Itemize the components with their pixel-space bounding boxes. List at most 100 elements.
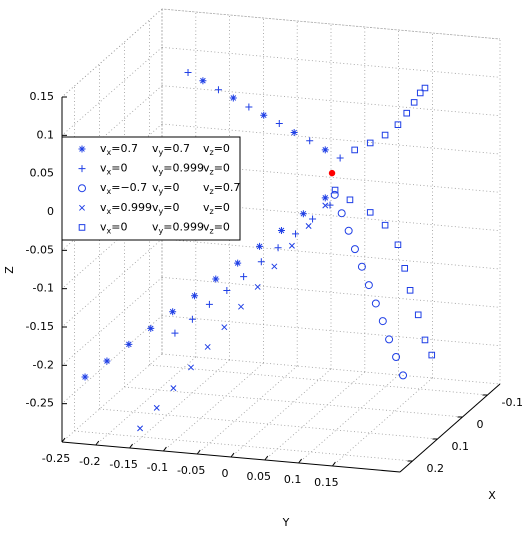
point [366,139,374,147]
legend-subscript: z [210,148,214,157]
point [351,146,358,154]
legend-text-part: v [152,220,159,233]
legend-box [61,136,241,241]
legend-text-part: =0 [214,201,230,214]
x-axis [399,383,501,473]
point [290,129,298,137]
x-tick-label: -0.1 [502,396,523,409]
point [191,292,199,300]
point [309,215,317,223]
z-tick-label: -0.05 [26,243,54,256]
z-tick-label: -0.1 [33,282,54,295]
point [169,308,177,316]
point [254,283,261,290]
legend-label: vy=0.999 [152,220,204,235]
grid-line [264,371,366,461]
point [171,329,179,337]
legend-text-part: v [100,181,107,194]
y-tick [129,443,134,449]
grid-line [161,46,501,78]
y-tick [264,455,269,461]
grid-line [332,377,433,467]
point [414,311,422,319]
y-tick-label: 0.15 [314,476,339,489]
legend-label: vx=0.7 [100,142,138,157]
legend-text-part: =0 [111,162,127,175]
point [103,357,111,365]
legend-label: vy=0.7 [152,142,190,157]
y-tick-label: -0.1 [147,461,168,474]
z-tick-label: 0.15 [30,90,55,103]
grid-line [161,123,501,155]
grid-line [61,47,163,136]
point [260,111,268,119]
point [292,230,300,238]
grid-line [298,374,399,464]
legend-text-part: =0 [111,220,127,233]
legend-subscript: y [159,167,164,176]
grid-line [161,315,501,347]
z-tick-label: -0.25 [26,397,54,410]
point [275,120,283,128]
legend-subscript: x [107,226,112,235]
legend-marker [78,224,86,231]
x-tick-label: 0.2 [427,462,445,475]
point [256,242,264,250]
point [337,209,346,218]
legend-subscript: z [210,167,214,176]
y-axis-label: Y [282,516,290,529]
point [245,103,253,111]
legend-text-part: v [100,201,107,214]
point [321,194,329,202]
point [381,221,389,229]
x-tick-label: 0 [477,418,484,431]
point [188,315,196,323]
legend-label: vz=0.7 [203,181,240,196]
point [421,84,429,92]
legend-text-part: =0 [214,142,230,155]
legend-text-part: v [203,142,210,155]
y-tick-label: -0.05 [177,464,205,477]
point [205,300,213,308]
y-tick [196,449,201,455]
z-tick-label: -0.15 [26,320,54,333]
point [381,131,389,139]
point [421,336,429,344]
legend-subscript: y [159,148,164,157]
grid-line [99,408,438,440]
legend-text-part: =0 [214,220,230,233]
point [305,223,312,229]
point [147,324,155,332]
point [350,245,359,254]
point [331,186,339,194]
legend-subscript: x [107,187,112,196]
legend-text-part: v [100,142,107,155]
point [234,259,242,267]
grid-line [161,238,501,270]
legend-label: vy=0.999 [152,162,204,177]
legend-label: vx=−0.7 [100,181,147,196]
legend-marker [78,184,87,193]
legend-subscript: z [210,187,214,196]
point [392,353,401,361]
legend-marker [78,165,86,173]
legend-text-part: v [203,162,210,175]
point [299,210,307,218]
y-tick [61,437,66,443]
grid-line [61,238,163,328]
y-tick [331,461,336,467]
point [416,89,424,97]
point [366,209,374,216]
grid-line [196,365,298,455]
legend-text-part: v [152,142,159,155]
legend-text-part: =0 [163,181,179,194]
legend-text-part: =0 [163,201,179,214]
legend-text-part: =0.999 [163,220,204,233]
y-tick-label: 0.05 [247,470,272,483]
legend-label: vy=0 [152,181,179,196]
legend-text-part: =0 [214,162,230,175]
point [385,335,394,344]
y-tick-label: -0.15 [109,458,137,471]
point [401,265,409,272]
point [137,425,144,432]
